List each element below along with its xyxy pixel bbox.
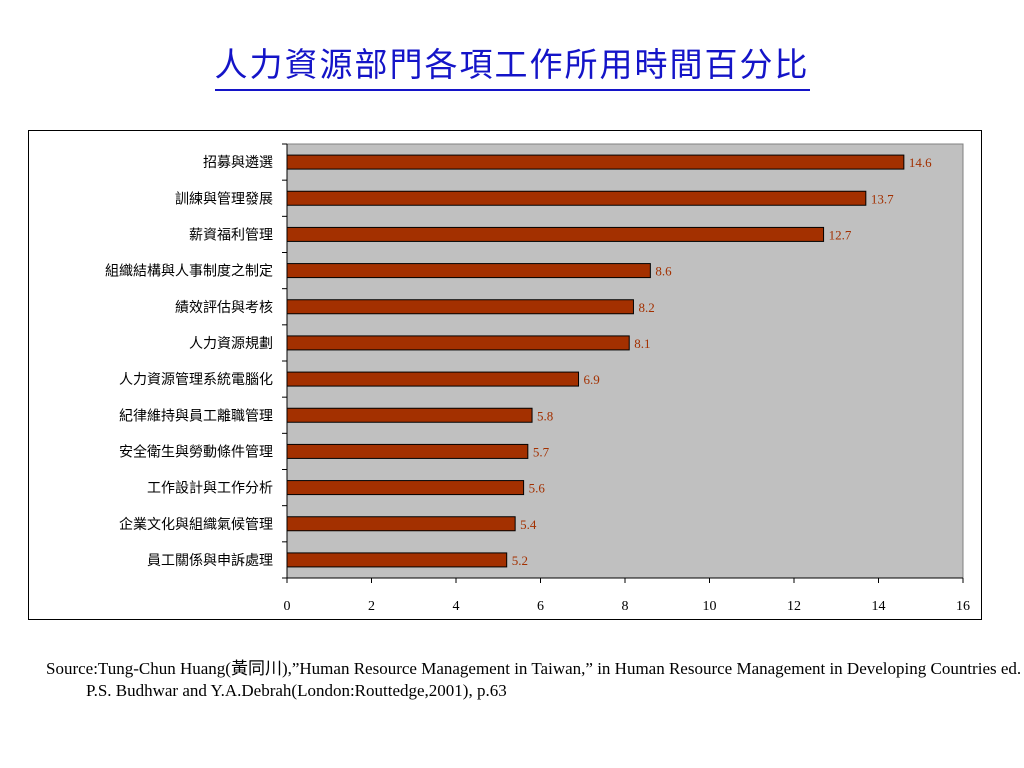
bar-value-label: 6.9 (584, 372, 600, 387)
category-label: 人力資源管理系統電腦化 (119, 372, 273, 388)
bar (286, 516, 516, 532)
chart-frame: 0 2 4 6 8 10 12 14 16 14.6 招募與遴選 13.7 訓練與管理發展 12.7 薪資福… (28, 130, 982, 620)
bar-value-label: 5.4 (520, 517, 537, 532)
bar (286, 371, 580, 387)
bar-value-label: 13.7 (871, 191, 894, 206)
category-label: 招募與遴選 (203, 155, 273, 171)
category-label: 紀律維持與員工離職管理 (119, 407, 273, 424)
x-tick-label: 12 (787, 599, 801, 614)
bar (286, 154, 905, 170)
bar (286, 443, 529, 459)
bar-value-label: 8.6 (655, 264, 672, 279)
x-tick-label: 2 (368, 599, 375, 614)
bar (286, 335, 630, 351)
bar-value-label: 14.6 (909, 155, 932, 170)
x-tick-label: 0 (284, 599, 291, 614)
slide-title-text: 人力資源部門各項工作所用時間百分比 (214, 38, 810, 91)
category-label: 安全衛生與勞動條件管理 (119, 443, 273, 460)
x-tick-label: 4 (453, 599, 460, 614)
category-label: 薪資福利管理 (189, 227, 273, 243)
category-label: 訓練與管理發展 (175, 191, 273, 207)
x-tick-label: 16 (956, 599, 970, 614)
category-label: 工作設計與工作分析 (147, 481, 273, 497)
bar (286, 407, 533, 423)
category-label: 員工關係與申訴處理 (147, 553, 273, 569)
slide-title: 人力資源部門各項工作所用時間百分比 (0, 38, 1024, 91)
bar-chart: 0 2 4 6 8 10 12 14 16 14.6 招募與遴選 13.7 訓練與管理發展 12.7 薪資福… (105, 143, 970, 614)
source-citation: Source:Tung-Chun Huang(黃同川),”Human Resou… (46, 659, 1022, 700)
plot-area (286, 143, 964, 579)
x-tick-label: 14 (872, 599, 886, 614)
bar-value-label: 5.8 (537, 408, 553, 423)
x-tick-label: 6 (537, 599, 544, 614)
category-label: 組織結構與人事制度之制定 (105, 264, 273, 280)
x-tick-label: 10 (703, 599, 717, 614)
bar (286, 190, 867, 206)
bar (286, 480, 525, 496)
bar (286, 226, 825, 242)
bar (286, 299, 634, 315)
bar-value-label: 5.7 (533, 444, 550, 459)
category-label: 企業文化與組織氣候管理 (119, 516, 273, 533)
bar (286, 263, 651, 279)
bar-value-label: 5.2 (512, 553, 528, 568)
bar-value-label: 8.1 (634, 336, 650, 351)
category-label: 人力資源規劃 (189, 336, 273, 352)
bar-value-label: 12.7 (829, 227, 852, 242)
x-tick-label: 8 (622, 599, 629, 614)
bar-value-label: 5.6 (529, 481, 546, 496)
bar (286, 552, 508, 568)
bar-value-label: 8.2 (638, 300, 654, 315)
category-label: 績效評估與考核 (175, 300, 273, 316)
